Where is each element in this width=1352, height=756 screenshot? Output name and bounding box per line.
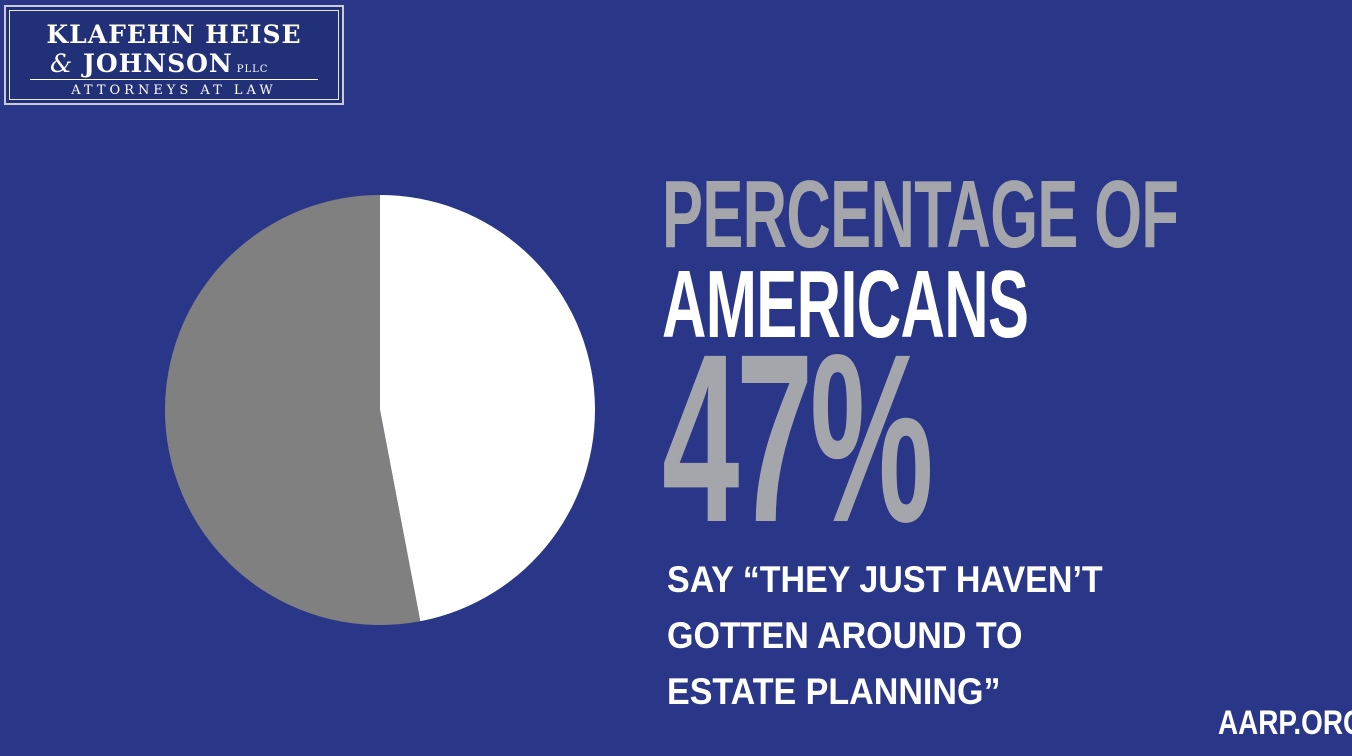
pie-chart bbox=[165, 195, 596, 625]
quote-line: GOTTEN AROUND TO bbox=[667, 615, 1023, 656]
stat-value: 47% bbox=[662, 304, 934, 572]
logo-suffix: PLLC bbox=[236, 64, 269, 75]
logo-divider bbox=[30, 79, 318, 80]
logo-line-1: KLAFEHN HEISE bbox=[46, 20, 302, 49]
logo-line-2: & JOHNSON PLLC bbox=[50, 49, 268, 78]
quote-text: SAY “THEY JUST HAVEN’T GOTTEN AROUND TO … bbox=[667, 552, 1103, 720]
logo-ampersand: & bbox=[50, 49, 74, 78]
quote-line: SAY “THEY JUST HAVEN’T bbox=[667, 559, 1103, 600]
firm-logo: KLAFEHN HEISE & JOHNSON PLLC ATTORNEYS AT… bbox=[4, 5, 344, 105]
source-label: AARP.ORG bbox=[1218, 704, 1352, 742]
quote-line: ESTATE PLANNING” bbox=[667, 671, 1001, 712]
headline-line-1: PERCENTAGE OF bbox=[662, 161, 1179, 268]
pie-slice-1 bbox=[165, 195, 421, 625]
logo-name: JOHNSON bbox=[82, 49, 233, 78]
logo-tagline: ATTORNEYS AT LAW bbox=[71, 83, 277, 98]
pie-slice-0 bbox=[380, 195, 596, 622]
headline-line-2: AMERICANS bbox=[662, 251, 1029, 358]
